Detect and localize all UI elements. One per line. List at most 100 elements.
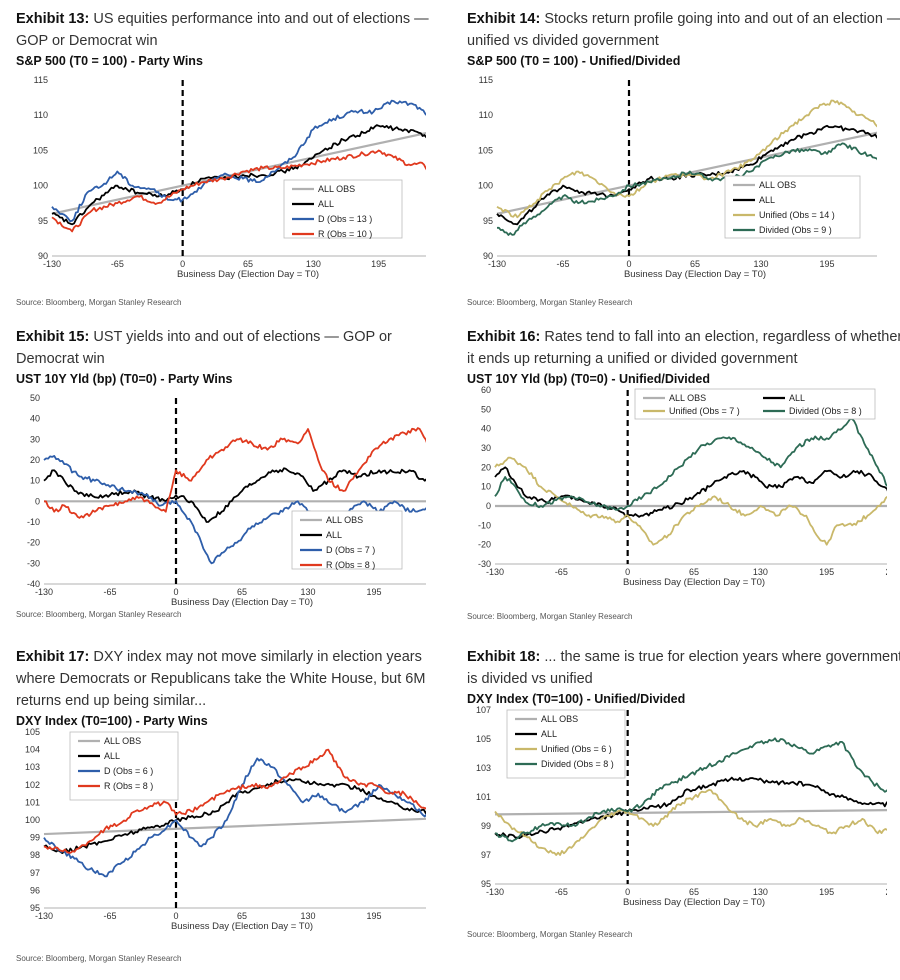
y-tick-label: -30 bbox=[478, 559, 491, 569]
x-tick-label: 195 bbox=[819, 567, 834, 577]
y-tick-label: 101 bbox=[25, 797, 40, 807]
y-tick-label: 110 bbox=[34, 110, 48, 120]
exhibit-14-panel: Exhibit 14: Stocks return profile going … bbox=[467, 8, 900, 307]
chart-title: UST 10Y Yld (bp) (T0=0) - Unified/Divide… bbox=[467, 372, 710, 386]
exhibit-text: DXY index may not move similarly in elec… bbox=[16, 649, 426, 709]
x-tick-label: 130 bbox=[753, 259, 768, 269]
y-tick-label: 10 bbox=[481, 482, 491, 492]
x-tick-label: 65 bbox=[689, 567, 699, 577]
x-tick-label: -65 bbox=[556, 259, 569, 269]
exhibit-caption: Exhibit 13: US equities performance into… bbox=[16, 8, 456, 52]
x-tick-label: -65 bbox=[555, 887, 568, 897]
chart-exhibit-14: 9095100105110115-130-65065130195260Busin… bbox=[478, 75, 877, 280]
x-axis-title: Business Day (Election Day = T0) bbox=[623, 897, 765, 908]
y-tick-label: 60 bbox=[481, 386, 491, 395]
legend-box bbox=[724, 175, 861, 239]
y-tick-label: 101 bbox=[476, 792, 491, 802]
series-line-all bbox=[494, 466, 887, 518]
exhibit-number: Exhibit 17: bbox=[16, 649, 90, 665]
exhibit-number: Exhibit 18: bbox=[467, 649, 541, 665]
legend-label: R (Obs = 8 ) bbox=[326, 560, 375, 570]
series-line-r bbox=[51, 149, 426, 233]
y-tick-label: 0 bbox=[486, 501, 491, 511]
legend-label: Divided (Obs = 9 ) bbox=[759, 225, 832, 235]
series-line-all bbox=[43, 778, 426, 854]
x-tick-label: -130 bbox=[486, 567, 504, 577]
exhibit-caption: Exhibit 14: Stocks return profile going … bbox=[467, 8, 900, 52]
y-tick-label: 105 bbox=[25, 728, 40, 737]
y-tick-label: 10 bbox=[30, 476, 40, 486]
legend-label: ALL OBS bbox=[326, 515, 363, 525]
legend-box bbox=[69, 731, 179, 801]
exhibit-number: Exhibit 14: bbox=[467, 11, 541, 27]
series-line-d bbox=[43, 455, 426, 565]
exhibit-text: ... the same is true for election years … bbox=[467, 649, 900, 687]
x-tick-label: 0 bbox=[625, 567, 630, 577]
x-tick-label: 0 bbox=[173, 911, 178, 921]
legend-label: Unified (Obs = 14 ) bbox=[759, 210, 835, 220]
x-axis-title: Business Day (Election Day = T0) bbox=[177, 269, 319, 280]
series-line-all bbox=[43, 467, 426, 523]
x-tick-label: 195 bbox=[366, 587, 381, 597]
series-line-divided bbox=[494, 418, 887, 511]
chart-exhibit-16: -30 -20 -10 0 10 20 30 40 50 60 -130 -65 0 65 130 195 26… bbox=[478, 386, 887, 588]
legend-label: ALL OBS bbox=[104, 736, 141, 746]
y-tick-label: 50 bbox=[30, 393, 40, 403]
chart-title: DXY Index (T0=100) - Unified/Divided bbox=[467, 692, 686, 706]
exhibit-number: Exhibit 13: bbox=[16, 11, 90, 27]
y-tick-label: -10 bbox=[478, 520, 491, 530]
source-note: Source: Bloomberg, Morgan Stanley Resear… bbox=[16, 610, 182, 619]
x-tick-label: 0 bbox=[173, 587, 178, 597]
exhibit-16-panel: Exhibit 16: Rates tend to fall into an e… bbox=[467, 326, 900, 621]
x-tick-label: 65 bbox=[237, 911, 247, 921]
exhibit-text: Stocks return profile going into and out… bbox=[467, 11, 900, 49]
legend-label: ALL OBS bbox=[759, 180, 796, 190]
y-tick-label: 105 bbox=[33, 145, 48, 155]
x-tick-label: 0 bbox=[625, 887, 630, 897]
y-tick-label: 20 bbox=[30, 455, 40, 465]
exhibit-13-panel: Exhibit 13: US equities performance into… bbox=[16, 8, 456, 307]
y-tick-label: 99 bbox=[481, 821, 491, 831]
y-tick-label: 90 bbox=[38, 251, 48, 261]
y-tick-label: 110 bbox=[479, 110, 493, 120]
exhibit-18-panel: Exhibit 18: ... the same is true for ele… bbox=[467, 646, 900, 939]
y-tick-label: 100 bbox=[33, 181, 48, 191]
chart-exhibit-15: -40-30-20-1001020304050-130-650651301952… bbox=[27, 393, 426, 608]
exhibit-caption: Exhibit 16: Rates tend to fall into an e… bbox=[467, 326, 900, 370]
y-tick-label: 103 bbox=[476, 763, 491, 773]
legend-label: R (Obs = 10 ) bbox=[318, 229, 372, 239]
y-tick-label: -20 bbox=[478, 540, 491, 550]
y-tick-label: 90 bbox=[483, 251, 493, 261]
legend-box bbox=[506, 709, 626, 779]
chart-title: DXY Index (T0=100) - Party Wins bbox=[16, 714, 208, 728]
x-tick-label: -130 bbox=[488, 259, 506, 269]
y-tick-label: 40 bbox=[481, 424, 491, 434]
legend-label: Divided (Obs = 8 ) bbox=[789, 406, 862, 416]
x-tick-label: 195 bbox=[371, 259, 386, 269]
series-line-all bbox=[494, 776, 887, 839]
series-line-divided bbox=[497, 142, 877, 236]
chart-exhibit-18: 95 97 99 101 103 105 107 -130 -65 0 65 130 195 260 Bus… bbox=[476, 706, 887, 908]
x-tick-label: 130 bbox=[753, 567, 768, 577]
y-tick-label: 115 bbox=[34, 75, 48, 85]
x-axis-title: Business Day (Election Day = T0) bbox=[171, 921, 313, 932]
source-note: Source: Bloomberg, Morgan Stanley Resear… bbox=[16, 954, 182, 963]
x-tick-label: 130 bbox=[300, 587, 315, 597]
x-tick-label: 195 bbox=[819, 259, 834, 269]
x-tick-label: -65 bbox=[555, 567, 568, 577]
series-line-r bbox=[43, 748, 426, 854]
source-note: Source: Bloomberg, Morgan Stanley Resear… bbox=[467, 612, 633, 621]
exhibit-caption: Exhibit 17: DXY index may not move simil… bbox=[16, 646, 456, 712]
exhibit-number: Exhibit 15: bbox=[16, 329, 90, 345]
x-tick-label: 195 bbox=[819, 887, 834, 897]
exhibit-text: Rates tend to fall into an election, reg… bbox=[467, 329, 900, 367]
x-tick-label: 260 bbox=[885, 567, 887, 577]
series-line-all bbox=[51, 124, 426, 226]
series-line-unified bbox=[494, 456, 887, 546]
legend-label: ALL bbox=[759, 195, 775, 205]
y-tick-label: 100 bbox=[25, 815, 40, 825]
x-tick-label: -65 bbox=[103, 587, 116, 597]
legend-label: D (Obs = 6 ) bbox=[104, 766, 153, 776]
legend-label: Divided (Obs = 8 ) bbox=[541, 759, 614, 769]
x-tick-label: 65 bbox=[237, 587, 247, 597]
